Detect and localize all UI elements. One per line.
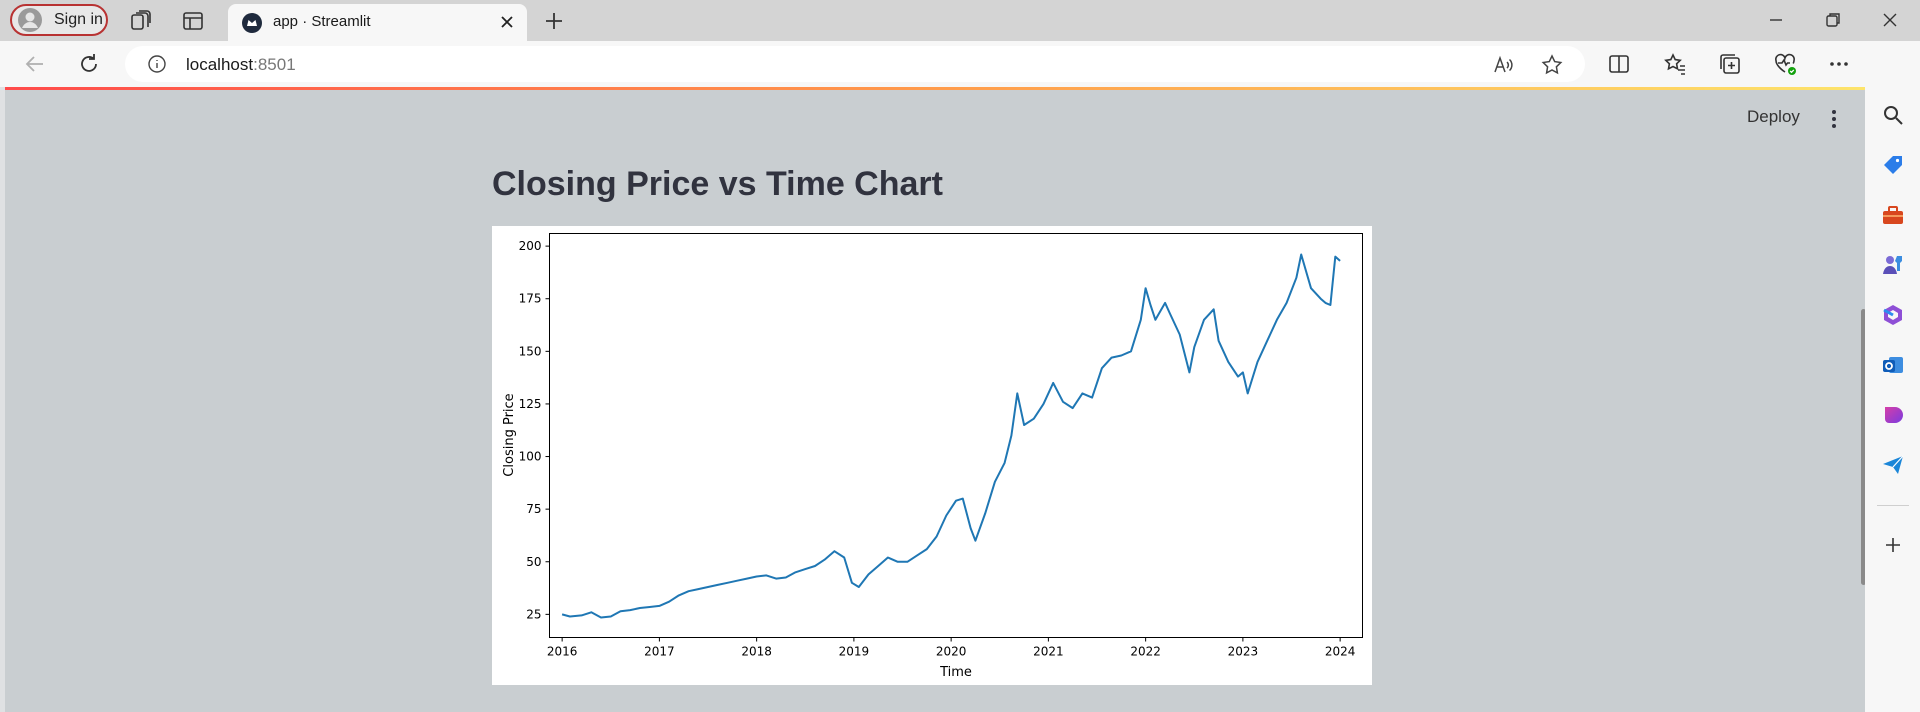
- page-title: Closing Price vs Time Chart: [492, 165, 943, 203]
- x-tick-label: 2016: [547, 645, 578, 659]
- close-tab-icon[interactable]: [497, 12, 517, 32]
- y-axis: 25 50 75 100 125 150 175 200: [519, 239, 550, 621]
- games-icon[interactable]: [1881, 253, 1905, 277]
- sign-in-label: Sign in: [54, 11, 103, 28]
- refresh-icon[interactable]: [76, 51, 102, 77]
- y-tick-label: 25: [526, 607, 541, 621]
- header-decoration: [5, 87, 1865, 90]
- back-icon[interactable]: [22, 51, 48, 77]
- workspaces-icon[interactable]: [129, 9, 153, 33]
- streamlit-app: Deploy Closing Price vs Time Chart 25 50 7…: [5, 87, 1865, 712]
- edge-sidebar: [1865, 41, 1920, 712]
- y-tick-label: 100: [519, 450, 542, 464]
- read-aloud-icon[interactable]: [1491, 53, 1515, 77]
- url-text: localhost:8501: [186, 55, 296, 75]
- favorite-star-icon[interactable]: [1540, 53, 1564, 77]
- y-tick-label: 75: [526, 502, 541, 516]
- tab-actions-icon[interactable]: [181, 9, 205, 33]
- x-tick-label: 2020: [936, 645, 967, 659]
- plot-frame: [549, 233, 1363, 638]
- scrollbar-thumb[interactable]: [1861, 309, 1865, 585]
- tools-icon[interactable]: [1881, 203, 1905, 227]
- x-tick-label: 2018: [741, 645, 772, 659]
- address-field[interactable]: localhost:8501: [125, 46, 1585, 82]
- x-tick-label: 2022: [1130, 645, 1161, 659]
- x-tick-label: 2017: [644, 645, 675, 659]
- collections-icon[interactable]: [1717, 51, 1743, 77]
- send-icon[interactable]: [1881, 453, 1905, 477]
- series-line: [561, 253, 1341, 619]
- shopping-tag-icon[interactable]: [1881, 153, 1905, 177]
- streamlit-favicon: [242, 13, 262, 33]
- split-screen-icon[interactable]: [1606, 51, 1632, 77]
- outlook-icon[interactable]: [1881, 353, 1905, 377]
- site-info-icon[interactable]: [147, 54, 167, 74]
- deploy-button[interactable]: Deploy: [1747, 107, 1800, 126]
- favorites-icon[interactable]: [1662, 51, 1688, 77]
- new-tab-icon[interactable]: [542, 9, 566, 33]
- close-window-icon[interactable]: [1878, 8, 1902, 32]
- x-axis-label: Time: [939, 665, 972, 680]
- x-tick-label: 2019: [839, 645, 870, 659]
- url-port: :8501: [253, 55, 296, 74]
- y-axis-label: Closing Price: [502, 393, 517, 476]
- y-tick-label: 200: [519, 239, 542, 253]
- browser-essentials-icon[interactable]: [1772, 51, 1798, 77]
- restore-icon[interactable]: [1821, 8, 1845, 32]
- tab-strip: Sign in app · Streamlit: [0, 0, 1920, 41]
- sidebar-divider: [1877, 505, 1909, 506]
- x-tick-label: 2023: [1228, 645, 1259, 659]
- add-icon[interactable]: [1881, 533, 1905, 557]
- x-tick-label: 2024: [1325, 645, 1356, 659]
- tab-title: app · Streamlit: [273, 13, 371, 30]
- y-tick-label: 50: [526, 555, 541, 569]
- y-tick-label: 150: [519, 344, 542, 358]
- x-axis: 2016 2017 2018 2019 2020 2021 2022 2023 2024: [547, 637, 1356, 659]
- y-tick-label: 175: [519, 292, 542, 306]
- minimize-icon[interactable]: [1764, 8, 1788, 32]
- profile-avatar-icon: [18, 8, 42, 32]
- sign-in-button[interactable]: Sign in: [10, 4, 108, 36]
- y-tick-label: 125: [519, 397, 542, 411]
- address-toolbar: localhost:8501: [0, 41, 1920, 87]
- x-tick-label: 2021: [1033, 645, 1064, 659]
- main-menu-icon[interactable]: [1829, 107, 1839, 131]
- line-chart: 25 50 75 100 125 150 175 200 2016 2017 2018 2019 20…: [492, 226, 1372, 685]
- search-icon[interactable]: [1881, 103, 1905, 127]
- url-host: localhost: [186, 55, 254, 74]
- active-tab[interactable]: app · Streamlit: [228, 4, 527, 41]
- microsoft-365-icon[interactable]: [1881, 303, 1905, 327]
- designer-icon[interactable]: [1881, 403, 1905, 427]
- more-icon[interactable]: [1826, 51, 1852, 77]
